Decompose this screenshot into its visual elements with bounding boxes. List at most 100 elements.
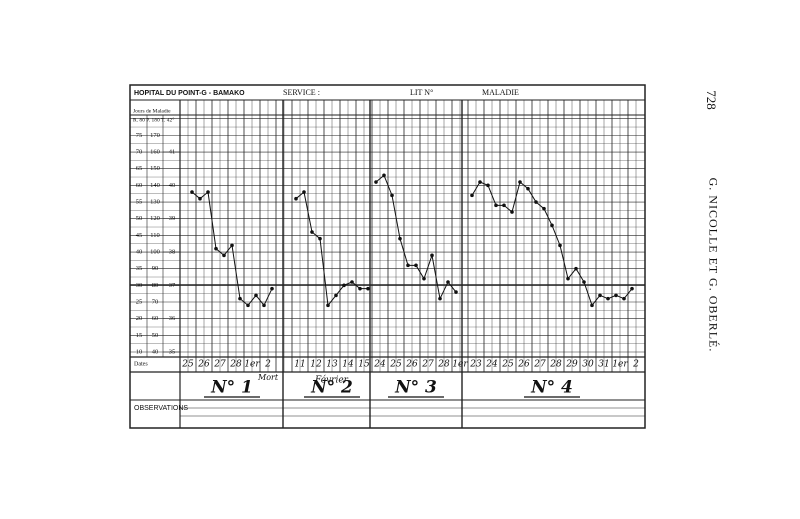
temperature-point — [406, 263, 410, 268]
temperature-point — [326, 303, 330, 308]
temperature-point — [230, 243, 234, 248]
date-label: 24 — [373, 360, 386, 370]
resp-tick-label: 25 — [136, 298, 143, 305]
running-head: G. NICOLLE ET G. OBERLÉ. — [706, 178, 720, 353]
temperature-point — [542, 206, 546, 211]
temperature-point — [374, 180, 378, 184]
temperature-point — [238, 296, 242, 301]
temperature-point — [606, 296, 610, 301]
temperature-point — [214, 246, 218, 251]
temperature-point — [310, 230, 314, 234]
patient-label: N° 1 — [210, 378, 253, 398]
temperature-point — [198, 196, 202, 201]
temperature-point — [206, 190, 210, 194]
date-label: 28 — [437, 360, 450, 370]
resp-tick-label: 15 — [136, 332, 143, 339]
resp-tick-label: 65 — [136, 165, 143, 172]
form-border — [129, 84, 646, 429]
bed: LIT N° — [410, 88, 433, 97]
date-label: 31 — [598, 360, 609, 370]
resp-tick-label: 30 — [136, 282, 143, 289]
temperature-point — [566, 276, 570, 281]
form-grid — [129, 84, 646, 429]
pulse-tick-label: 160 — [150, 149, 160, 156]
patient-label: N° 4 — [530, 378, 573, 398]
temperature-point — [590, 303, 594, 308]
death-note: Mort — [257, 373, 279, 382]
pulse-tick-label: 170 — [150, 132, 160, 139]
temperature-point — [574, 266, 578, 271]
pulse-tick-label: 130 — [150, 199, 160, 206]
pulse-tick-label: 60 — [152, 315, 159, 322]
date-label: 1er — [612, 360, 628, 370]
resp-tick-label: 70 — [136, 149, 143, 156]
temperature-point — [510, 210, 514, 214]
date-label: 28 — [549, 360, 562, 370]
date-label: 1er — [452, 360, 468, 370]
resp-tick-label: 75 — [136, 132, 143, 139]
date-label: 25 — [501, 360, 514, 370]
date-label: 12 — [310, 360, 322, 370]
observations-label: OBSERVATIONS — [134, 405, 188, 412]
resp-tick-label: 50 — [136, 215, 143, 222]
date-label: 1er — [244, 360, 260, 370]
date-label: 23 — [469, 360, 482, 370]
temperature-point — [318, 236, 322, 241]
dates-label: Dates — [134, 361, 148, 367]
temperature-point — [454, 290, 458, 294]
days-label: Jours de Maladie — [133, 108, 171, 114]
temperature-point — [486, 183, 490, 188]
date-label: 30 — [582, 360, 594, 370]
temperature-point — [614, 293, 618, 298]
temperature-point — [518, 180, 522, 184]
date-label: 28 — [229, 360, 242, 370]
temperature-point — [422, 276, 426, 281]
resp-tick-label: 20 — [136, 315, 143, 322]
date-label: 11 — [294, 360, 305, 370]
pulse-tick-label: 50 — [152, 332, 159, 339]
pulse-tick-label: 120 — [150, 215, 160, 222]
date-label: 25 — [389, 360, 402, 370]
temperature-point — [526, 186, 530, 191]
pulse-tick-label: 70 — [152, 298, 159, 305]
temperature-point — [334, 293, 338, 298]
month-note: Février — [314, 375, 349, 386]
pulse-tick-label: 90 — [152, 265, 159, 272]
pulse-tick-label: 150 — [150, 165, 160, 172]
temperature-point — [246, 303, 250, 308]
temperature-point — [630, 286, 634, 291]
date-label: 27 — [421, 360, 434, 370]
page-number: 728 — [704, 90, 719, 110]
date-label: 2 — [264, 360, 271, 370]
temperature-point — [254, 293, 258, 298]
pulse-tick-label: 110 — [150, 232, 160, 239]
resp-tick-label: 10 — [136, 348, 143, 355]
temperature-point — [390, 193, 394, 198]
pulse-tick-label: 40 — [152, 348, 159, 355]
pulse-tick-label: 100 — [150, 248, 160, 255]
temperature-point — [382, 173, 386, 178]
date-label: 27 — [533, 360, 546, 370]
resp-tick-label: 40 — [136, 248, 143, 255]
temperature-point — [222, 253, 226, 258]
disease: MALADIE — [482, 88, 519, 97]
temperature-point — [430, 253, 434, 258]
date-label: 29 — [565, 360, 578, 370]
temperature-point — [494, 203, 498, 208]
temperature-point — [438, 296, 442, 301]
temperature-point — [398, 236, 402, 241]
temperature-point — [350, 280, 354, 284]
temperature-point — [550, 223, 554, 228]
resp-tick-label: 60 — [136, 182, 143, 189]
temperature-point — [470, 193, 474, 198]
temperature-point — [598, 293, 602, 298]
date-label: 13 — [326, 360, 338, 370]
scale-header: R. 80 P. 180 T. 42° — [133, 116, 174, 123]
temperature-point — [414, 263, 418, 268]
temperature-point — [294, 196, 298, 201]
pulse-tick-label: 140 — [150, 182, 160, 189]
date-label: 2 — [632, 360, 639, 370]
temperature-point — [262, 303, 266, 308]
